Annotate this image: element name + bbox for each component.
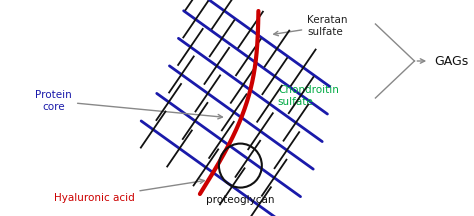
Text: GAGs: GAGs [434,54,468,68]
Text: Keratan
sulfate: Keratan sulfate [274,15,347,37]
Text: Protein
core: Protein core [35,90,222,119]
Text: proteoglycan: proteoglycan [206,195,274,205]
Text: Hyaluronic acid: Hyaluronic acid [54,179,204,203]
Text: Chondroitin
sulfate: Chondroitin sulfate [278,85,339,107]
